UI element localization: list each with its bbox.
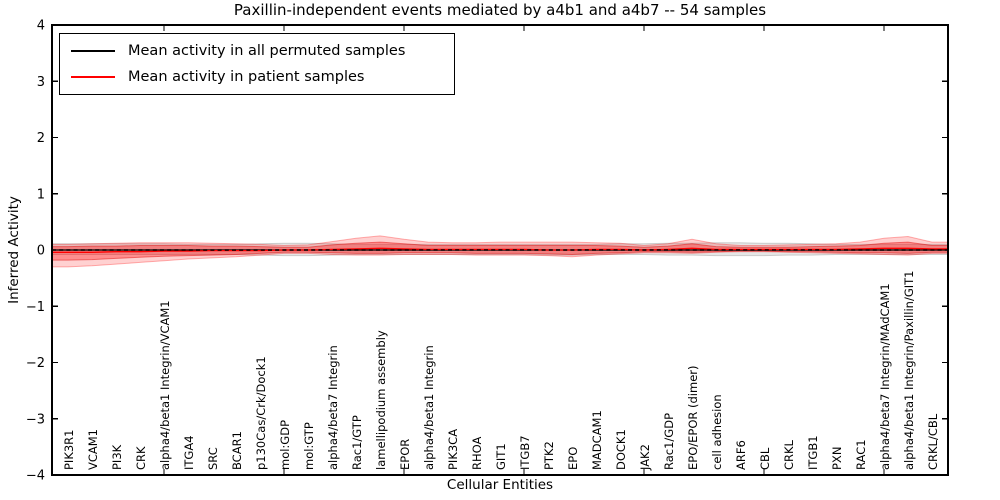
y-tick-label: 2 [37,131,45,146]
x-tick-label: DOCK1 [614,429,628,470]
x-tick-label: PIK3CA [446,429,460,470]
axis-ticks [52,24,948,476]
x-tick-label: EPO [566,447,580,470]
x-tick-label: RAC1 [854,439,868,470]
y-tick-label: 3 [37,75,45,90]
y-tick-label: −4 [26,469,45,484]
x-tick-label: CRKL/CBL [926,413,940,470]
x-tick-label: ITGA4 [182,435,196,470]
x-tick-label: EPO/EPOR (dimer) [686,366,700,471]
x-tick-label: ARF6 [734,440,748,470]
x-tick-label: CRK [134,446,148,470]
x-tick-label: p130Cas/Crk/Dock1 [254,356,268,470]
x-tick-label: CRKL [782,439,796,470]
x-tick-label: RHOA [470,437,484,470]
permuted-line-swatch-icon [71,50,115,53]
x-tick-label: SRC [206,447,220,470]
legend-item-permuted: Mean activity in all permuted samples [60,43,454,59]
x-tick-label: CBL [758,447,772,470]
x-tick-label: PIK3R1 [62,430,76,471]
x-tick-label: PTK2 [542,441,556,470]
y-tick-label: −2 [26,356,45,371]
x-tick-label: VCAM1 [86,429,100,470]
chart-title: Paxillin-independent events mediated by … [233,1,767,19]
legend-item-patient: Mean activity in patient samples [60,69,454,85]
y-tick-label: −3 [26,412,45,427]
x-tick-label: GIT1 [494,443,508,470]
legend-label: Mean activity in patient samples [128,68,365,85]
x-tick-label: BCAR1 [230,431,244,470]
x-tick-label: alpha4/beta1 Integrin/VCAM1 [158,300,172,470]
x-tick-label: ITGB7 [518,435,532,470]
x-tick-label: PI3K [110,444,124,470]
y-tick-label: 1 [37,187,45,202]
y-tick-label: 4 [37,19,45,34]
x-tick-label: ITGB1 [806,435,820,470]
x-tick-label: alpha4/beta7 Integrin/MAdCAM1 [878,283,892,470]
x-tick-label: EPOR [398,439,412,470]
x-tick-label: lamellipodium assembly [374,330,388,470]
x-tick-label: mol:GDP [278,420,292,470]
legend-label: Mean activity in all permuted samples [128,43,406,60]
x-tick-label: Rac1/GTP [350,415,364,470]
y-tick-label: 0 [37,244,45,259]
x-tick-label: mol:GTP [302,422,316,470]
legend: Mean activity in all permuted samples Me… [59,33,455,95]
x-tick-label: cell adhesion [710,394,724,470]
x-tick-label: alpha4/beta1 Integrin/Paxillin/GIT1 [902,271,916,470]
x-tick-label: MADCAM1 [590,410,604,470]
x-tick-label: JAK2 [638,444,652,471]
x-tick-label: alpha4/beta7 Integrin [326,345,340,470]
patient-line-swatch-icon [71,75,115,78]
x-tick-label: Rac1/GDP [662,413,676,470]
y-axis-label: Inferred Activity [6,196,22,304]
y-tick-label: −1 [26,300,45,315]
x-axis-label: Cellular Entities [446,477,554,493]
x-tick-label: alpha4/beta1 Integrin [422,345,436,470]
x-tick-label: PXN [830,447,844,470]
